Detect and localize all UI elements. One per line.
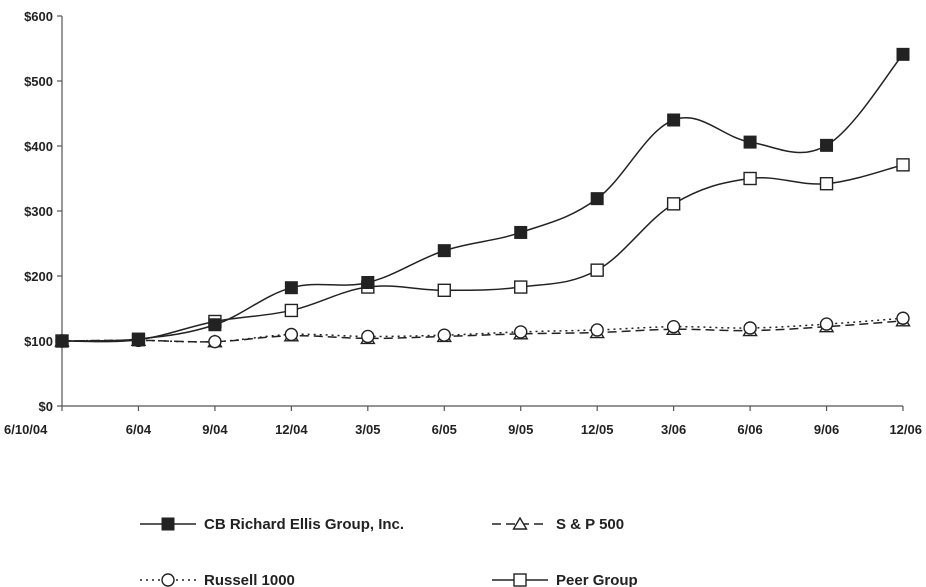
data-point — [590, 263, 604, 277]
legend-label: CB Richard Ellis Group, Inc. — [204, 516, 404, 533]
data-point — [590, 323, 604, 337]
data-point — [284, 327, 299, 342]
data-point — [437, 328, 451, 342]
data-point — [284, 281, 298, 295]
data-point — [514, 325, 528, 339]
y-tick-label: $100 — [24, 334, 53, 349]
data-point — [666, 197, 681, 211]
legend-marker — [512, 516, 528, 530]
y-tick-label: $200 — [24, 269, 53, 284]
data-point — [667, 113, 681, 127]
data-point — [284, 303, 299, 318]
y-tick-label: $500 — [24, 74, 53, 89]
legend-item-cb-richard-ellis-group-inc: CB Richard Ellis Group, Inc. — [140, 516, 404, 533]
data-point — [819, 317, 834, 331]
y-tick-label: $0 — [39, 399, 53, 414]
legend-item-s-p-500: S & P 500 — [492, 516, 624, 533]
legend-label: Russell 1000 — [204, 572, 295, 587]
data-point — [896, 47, 910, 61]
series-line-peer-group — [61, 164, 904, 343]
series-cb-richard-ellis-group-inc — [55, 47, 910, 348]
legend-marker — [161, 517, 175, 531]
data-point — [820, 138, 834, 152]
y-tick-label: $400 — [24, 139, 53, 154]
legend-label: S & P 500 — [556, 516, 624, 533]
data-point — [514, 225, 528, 239]
data-point — [208, 318, 222, 332]
y-axis: $0 $100 $200 $300 $400 $500 $600 — [24, 9, 63, 414]
series-peer-group — [55, 158, 910, 348]
x-tick-label: 12/04 — [275, 422, 308, 437]
x-tick-label: 9/05 — [508, 422, 533, 437]
x-tick-label: 6/04 — [126, 422, 152, 437]
legend-marker — [513, 573, 527, 587]
data-point — [666, 320, 681, 334]
data-point — [743, 171, 757, 186]
data-point — [743, 135, 757, 149]
x-tick-label: 6/10/04 — [4, 422, 48, 437]
data-point — [55, 334, 69, 348]
data-point — [514, 280, 528, 294]
data-point — [437, 283, 451, 297]
legend-item-russell-1000: Russell 1000 — [140, 572, 295, 587]
legend-item-peer-group: Peer Group — [492, 572, 638, 587]
data-point — [131, 332, 145, 346]
series-layer — [54, 47, 911, 349]
data-point — [361, 329, 375, 344]
data-point — [896, 311, 910, 325]
x-tick-label: 12/06 — [889, 422, 922, 437]
series-line-cb-richard-ellis-group-inc — [61, 53, 904, 342]
y-tick-label: $600 — [24, 9, 53, 24]
x-tick-label: 12/05 — [581, 422, 614, 437]
data-point — [819, 176, 834, 191]
series-line-russell-1000 — [61, 317, 904, 343]
y-tick-label: $300 — [24, 204, 53, 219]
x-tick-label: 3/05 — [355, 422, 380, 437]
x-tick-label: 6/06 — [737, 422, 762, 437]
data-point — [590, 192, 604, 206]
legend-marker — [161, 573, 175, 587]
x-tick-label: 3/06 — [661, 422, 686, 437]
legend: CB Richard Ellis Group, Inc. S & P 500 Rus… — [140, 516, 638, 587]
x-tick-label: 9/06 — [814, 422, 839, 437]
legend-label: Peer Group — [556, 572, 638, 587]
data-point — [208, 334, 222, 349]
data-point — [896, 158, 910, 172]
data-point — [437, 244, 451, 258]
data-point — [743, 321, 757, 335]
data-point — [361, 276, 375, 289]
x-axis: 6/10/04 6/04 9/04 12/04 3/05 6/05 9/05 12/05 3/0… — [4, 405, 922, 437]
x-tick-label: 6/05 — [432, 422, 457, 437]
x-tick-label: 9/04 — [202, 422, 228, 437]
